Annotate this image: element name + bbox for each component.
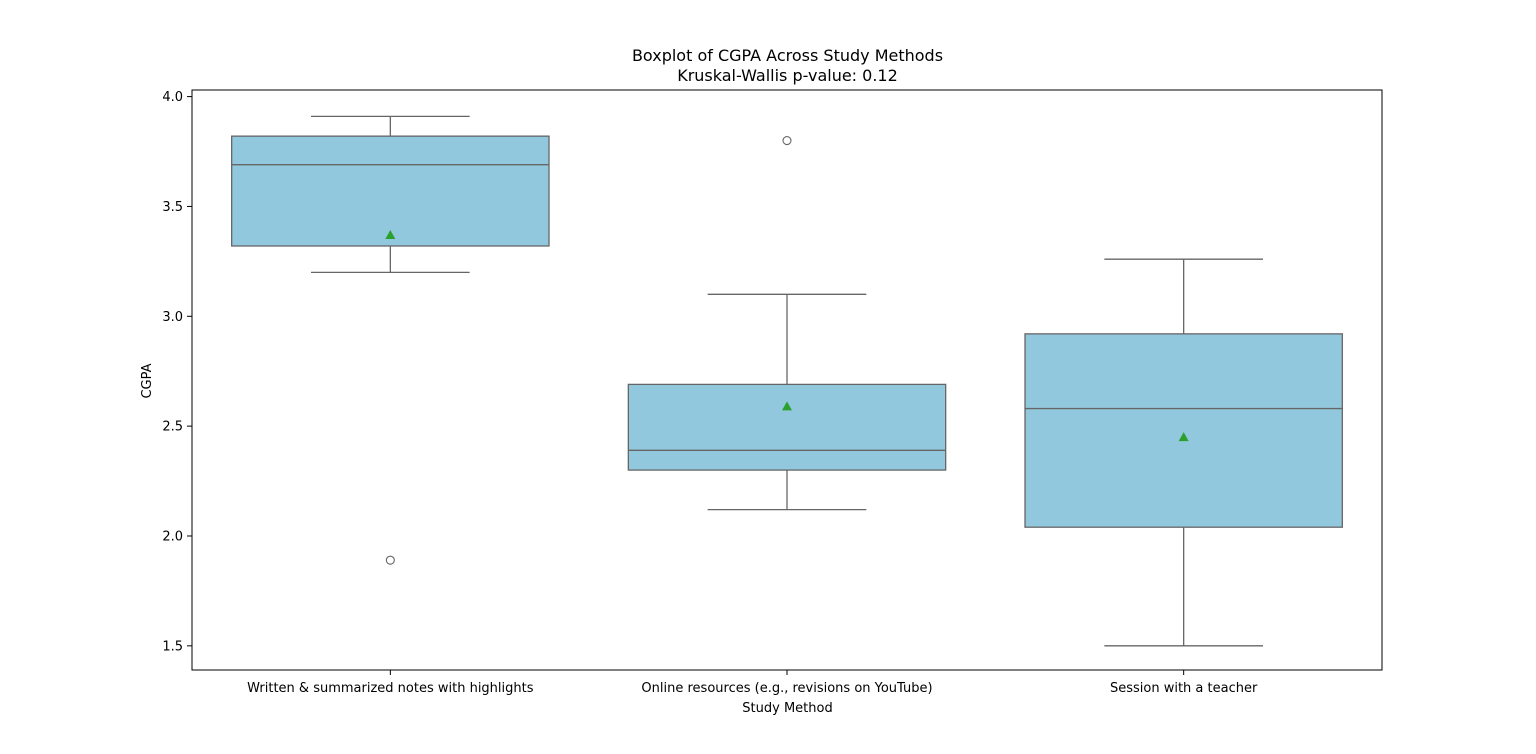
y-tick-label: 4.0: [162, 90, 183, 105]
chart-title: Boxplot of CGPA Across Study Methods: [632, 46, 943, 65]
outlier-point: [782, 135, 792, 146]
y-tick-label: 2.5: [162, 420, 183, 435]
chart-subtitle: Kruskal-Wallis p-value: 0.12: [677, 66, 898, 85]
y-tick-label: 2.0: [162, 529, 183, 544]
x-tick-label: Written & summarized notes with highligh…: [247, 681, 534, 696]
box: [231, 135, 550, 247]
plot-area: Written & summarized notes with highligh…: [162, 89, 1383, 696]
plot-frame: [191, 89, 1383, 671]
x-tick-label: Session with a teacher: [1110, 681, 1258, 696]
y-axis-label: CGPA: [140, 363, 155, 398]
box: [1024, 333, 1343, 528]
mean-marker: [1178, 432, 1189, 442]
outlier-point: [385, 555, 395, 565]
y-tick-label: 1.5: [162, 639, 183, 654]
box: [627, 383, 947, 471]
y-tick-label: 3.5: [162, 200, 183, 215]
x-tick-label: Online resources (e.g., revisions on You…: [641, 681, 932, 696]
mean-marker: [782, 401, 792, 411]
x-axis-label: Study Method: [742, 701, 832, 716]
y-tick-label: 3.0: [162, 310, 183, 325]
mean-marker: [385, 230, 396, 239]
